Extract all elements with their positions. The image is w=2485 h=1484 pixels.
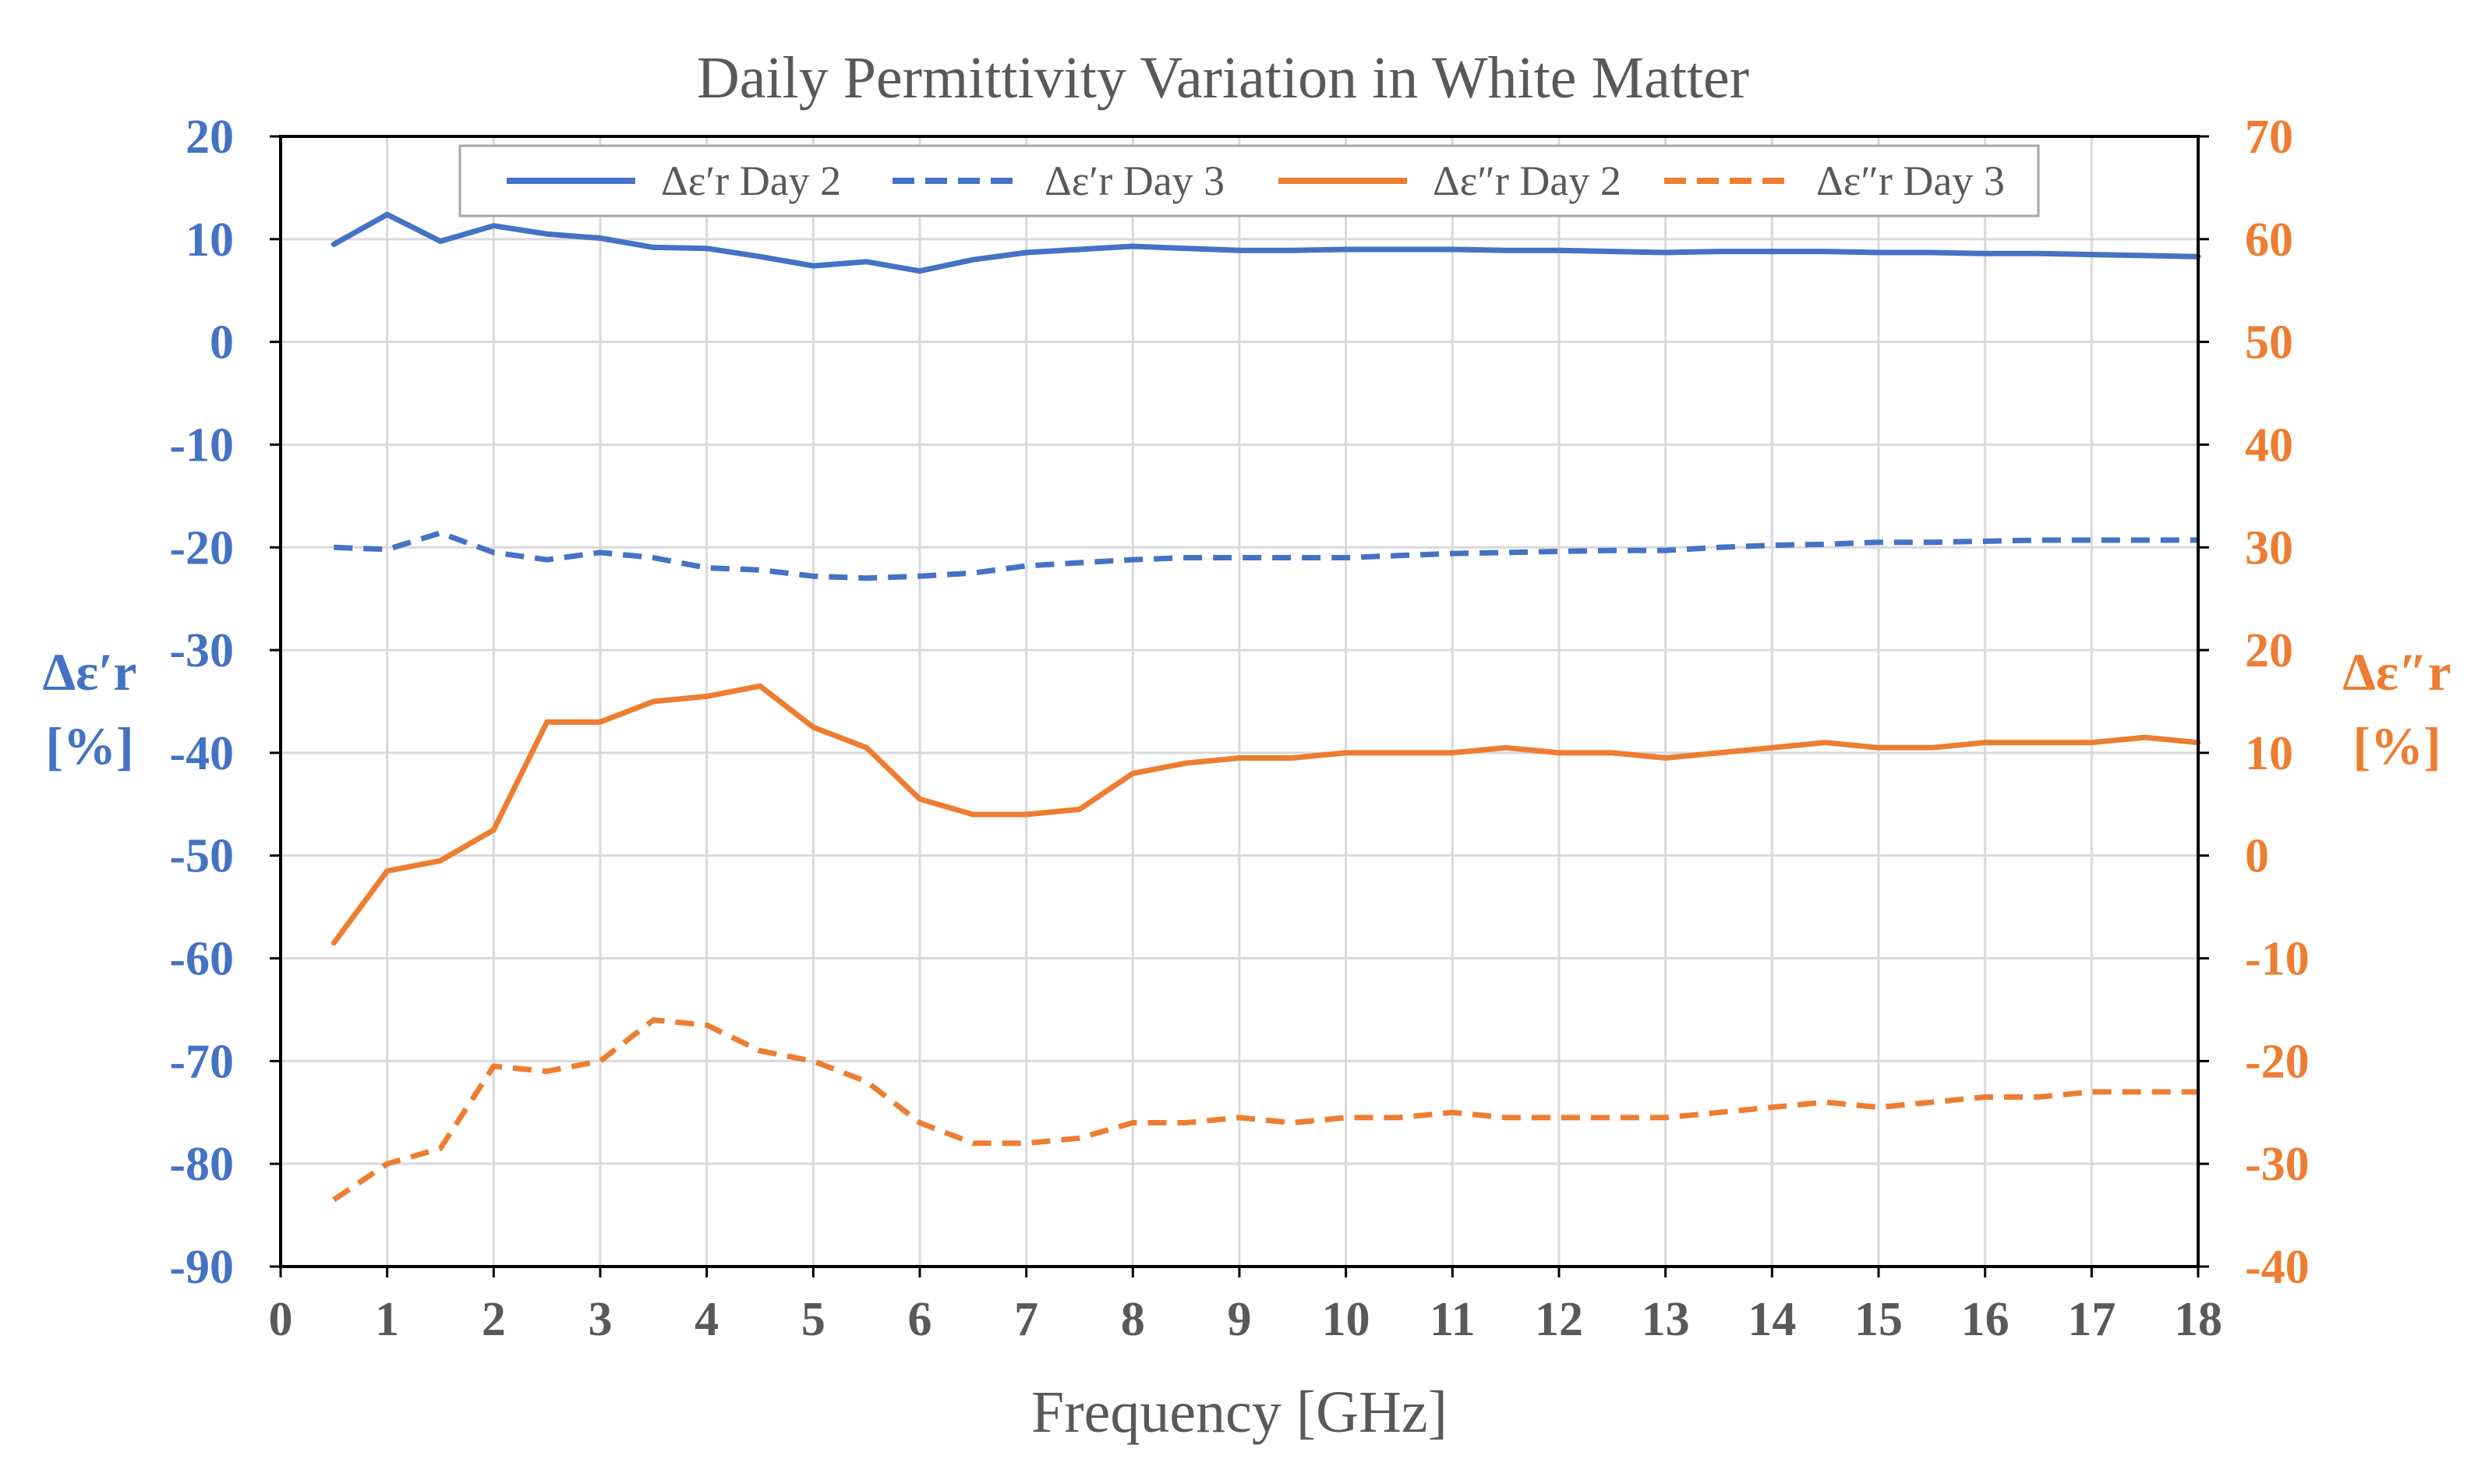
y-right-tick-label: 70 [2245, 111, 2293, 164]
x-tick-label: 8 [1121, 1293, 1145, 1346]
legend-label-de-prime-day3: Δε′r Day 3 [1045, 157, 1225, 204]
y-right-tick-label: 40 [2245, 419, 2293, 472]
x-tick-label: 15 [1854, 1293, 1903, 1346]
y-left-tick-label: -50 [169, 830, 234, 883]
y-left-tick-label: -90 [169, 1241, 234, 1294]
x-tick-label: 9 [1228, 1293, 1252, 1346]
series-line-4 [332, 1017, 2198, 1203]
y-axis-left-label-symbol: Δε′r [43, 642, 137, 701]
y-right-tick-label: 20 [2245, 624, 2293, 677]
series-layer [331, 211, 2201, 1203]
y-axis-left-ticks: 20 10 0 -10 -20 -30 -40 -50 -60 -70 -80 -90 [169, 111, 281, 1294]
y-left-tick-label: -10 [169, 419, 234, 472]
legend-label-de-prime-day2: Δε′r Day 2 [661, 157, 841, 204]
y-right-tick-label: 10 [2245, 727, 2293, 780]
y-axis-right-ticks: 70 60 50 40 30 20 10 0 -10 -20 -30 -40 [2198, 111, 2310, 1294]
x-tick-label: 11 [1430, 1293, 1476, 1346]
x-tick-label: 5 [801, 1293, 825, 1346]
y-axis-right-label-unit: [%] [2352, 716, 2441, 776]
y-right-tick-label: 50 [2245, 316, 2293, 369]
legend-label-de-dprime-day2: Δε″r Day 2 [1433, 157, 1621, 204]
y-axis-left-label-unit: [%] [45, 716, 133, 776]
y-left-tick-label: -80 [169, 1138, 234, 1191]
y-left-tick-label: -30 [169, 624, 234, 677]
x-tick-label: 2 [482, 1293, 506, 1346]
x-tick-label: 13 [1642, 1293, 1690, 1346]
x-tick-label: 3 [589, 1293, 613, 1346]
x-tick-label: 16 [1961, 1293, 2010, 1346]
y-axis-right-label-symbol: Δε″r [2342, 642, 2451, 701]
y-left-tick-label: 10 [186, 214, 234, 267]
y-left-tick-label: 0 [210, 316, 234, 369]
x-tick-label: 14 [1748, 1293, 1796, 1346]
x-axis-ticks: 0 1 2 3 4 5 6 7 8 9 10 11 12 13 14 15 16 17 18 [269, 1267, 2222, 1346]
y-left-tick-label: -70 [169, 1035, 234, 1088]
x-tick-label: 12 [1535, 1293, 1583, 1346]
y-right-tick-label: 60 [2245, 214, 2293, 267]
y-right-tick-label: -40 [2245, 1241, 2310, 1294]
series-line-3 [331, 683, 2201, 946]
legend-label-de-dprime-day3: Δε″r Day 3 [1816, 157, 2005, 204]
y-left-tick-label: -60 [169, 933, 234, 986]
y-left-tick-label: 20 [186, 111, 234, 164]
y-right-tick-label: -10 [2245, 933, 2310, 986]
y-right-tick-label: -30 [2245, 1138, 2310, 1191]
x-tick-label: 6 [908, 1293, 932, 1346]
x-axis-label: Frequency [GHz] [1031, 1380, 1448, 1445]
x-tick-label: 4 [695, 1293, 719, 1346]
x-tick-label: 18 [2174, 1293, 2222, 1346]
x-tick-label: 10 [1322, 1293, 1370, 1346]
chart-title: Daily Permittivity Variation in White Ma… [697, 45, 1749, 111]
y-right-tick-label: 30 [2245, 521, 2293, 574]
x-tick-label: 17 [2067, 1293, 2116, 1346]
legend: Δε′r Day 2 Δε′r Day 3 Δε″r Day 2 Δε″r Da… [458, 144, 2040, 217]
y-right-tick-label: 0 [2245, 830, 2269, 883]
y-left-tick-label: -20 [169, 521, 234, 574]
y-right-tick-label: -20 [2245, 1035, 2310, 1088]
x-tick-label: 7 [1014, 1293, 1038, 1346]
x-tick-label: 1 [375, 1293, 399, 1346]
y-left-tick-label: -40 [169, 727, 234, 780]
series-line-1 [331, 211, 2201, 274]
x-tick-label: 0 [269, 1293, 293, 1346]
